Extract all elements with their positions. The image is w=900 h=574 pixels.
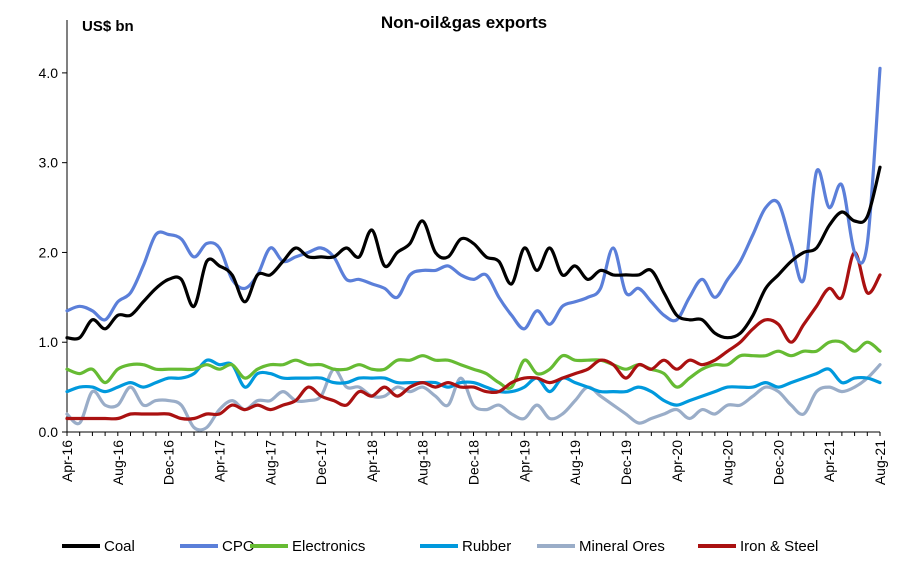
x-tick-label: Apr-21 — [821, 440, 837, 482]
y-tick-label: 2.0 — [39, 244, 59, 260]
legend-label: CPO — [222, 538, 255, 555]
x-tick-label: Dec-20 — [770, 440, 786, 485]
y-tick-label: 1.0 — [39, 334, 59, 350]
x-tick-label: Apr-17 — [211, 440, 227, 482]
legend-label: Rubber — [462, 538, 511, 555]
x-tick-label: Aug-21 — [872, 440, 888, 485]
series-line-coal — [65, 165, 882, 341]
plot-area: 0.0 1.0 2.0 3.0 4.0 Apr-16 Aug-16 Dec-16 Apr-17 A… — [39, 20, 888, 485]
y-tick-label: 4.0 — [39, 65, 59, 81]
x-tick-label: Aug-19 — [567, 440, 583, 485]
x-tick-label: Apr-19 — [516, 440, 532, 482]
legend-item-mineral-ores: Mineral Ores — [537, 538, 665, 555]
legend-label: Iron & Steel — [740, 538, 818, 555]
legend-item-cpo: CPO — [180, 538, 255, 555]
x-tick-label: Aug-16 — [110, 440, 126, 485]
x-tick-label: Dec-17 — [313, 440, 329, 485]
series-line-iron-steel — [65, 250, 882, 421]
legend-item-rubber: Rubber — [420, 538, 511, 555]
legend-item-coal: Coal — [62, 538, 135, 555]
x-tick-label: Dec-16 — [161, 440, 177, 485]
x-tick-label: Dec-18 — [466, 440, 482, 485]
x-tick-label: Apr-18 — [364, 440, 380, 482]
legend-label: Electronics — [292, 538, 365, 555]
y-tick-label: 0.0 — [39, 424, 59, 440]
y-tick-label: 3.0 — [39, 155, 59, 171]
chart-title: Non-oil&gas exports — [381, 13, 547, 32]
legend-label: Coal — [104, 538, 135, 555]
series-line-rubber — [65, 358, 882, 407]
legend-item-electronics: Electronics — [250, 538, 365, 555]
legend-label: Mineral Ores — [579, 538, 665, 555]
x-tick-label: Aug-18 — [415, 440, 431, 485]
x-tick-label: Dec-19 — [618, 440, 634, 485]
legend: Coal CPO Electronics Rubber Mineral Ores Iron… — [62, 538, 818, 555]
y-axis-unit-label: US$ bn — [82, 18, 134, 35]
legend-item-iron-steel: Iron & Steel — [698, 538, 818, 555]
x-tick-label: Apr-16 — [59, 440, 75, 482]
x-tick-label: Apr-20 — [669, 440, 685, 482]
series-line-cpo — [65, 66, 882, 331]
x-tick-label: Aug-17 — [262, 440, 278, 485]
series-line-electronics — [65, 339, 882, 390]
series-line-mineral-ores — [65, 363, 882, 432]
x-tick-label: Aug-20 — [720, 440, 736, 485]
